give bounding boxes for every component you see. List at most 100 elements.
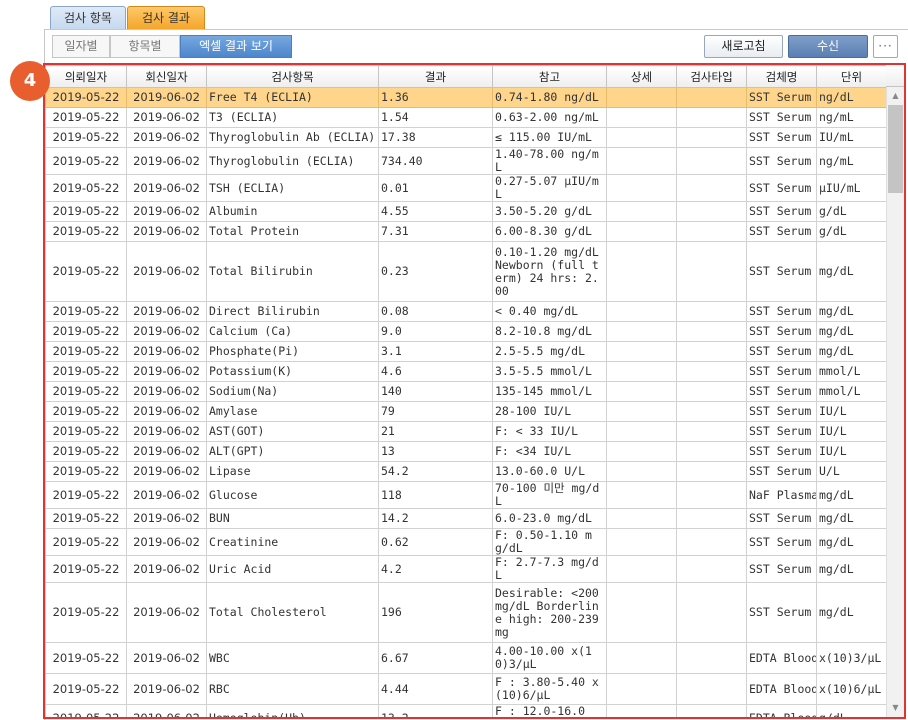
table-row[interactable]: 2019-05-22 2019-06-02 Thyroglobulin (ECLIA… — [45, 147, 886, 175]
cell-detail[interactable] — [606, 528, 677, 556]
cell-req[interactable]: 2019-05-22 — [45, 528, 127, 556]
cell-type[interactable] — [676, 301, 747, 322]
cell-item[interactable]: Direct Bilirubin — [206, 301, 379, 322]
cell-type[interactable] — [676, 704, 747, 717]
cell-ref[interactable]: 0.63-2.00 ng/mL — [492, 107, 607, 128]
cell-specimen[interactable]: SST Serum — [746, 361, 817, 382]
cell-ref[interactable]: 0.74-1.80 ng/dL — [492, 87, 607, 108]
cell-type[interactable] — [676, 221, 747, 242]
cell-item[interactable]: Phosphate(Pi) — [206, 341, 379, 362]
cell-req[interactable]: 2019-05-22 — [45, 241, 127, 302]
cell-req[interactable]: 2019-05-22 — [45, 642, 127, 674]
cell-item[interactable]: Total Cholesterol — [206, 582, 379, 643]
cell-item[interactable]: Thyroglobulin Ab (ECLIA) — [206, 127, 379, 148]
cell-rep[interactable]: 2019-06-02 — [126, 461, 207, 482]
cell-item[interactable]: Hemoglobin(Hb) — [206, 704, 379, 717]
subtab-by-item[interactable]: 항목별 — [110, 35, 180, 58]
cell-req[interactable]: 2019-05-22 — [45, 421, 127, 442]
cell-ref[interactable]: Desirable: <200 mg/dL Borderline high: 2… — [492, 582, 607, 643]
cell-specimen[interactable]: SST Serum — [746, 107, 817, 128]
cell-detail[interactable] — [606, 461, 677, 482]
cell-item[interactable]: Sodium(Na) — [206, 381, 379, 402]
cell-req[interactable]: 2019-05-22 — [45, 704, 127, 717]
cell-detail[interactable] — [606, 704, 677, 717]
cell-rep[interactable]: 2019-06-02 — [126, 147, 207, 175]
column-header[interactable]: 검사항목 — [206, 65, 379, 88]
cell-detail[interactable] — [606, 201, 677, 222]
cell-item[interactable]: ALT(GPT) — [206, 441, 379, 462]
cell-req[interactable]: 2019-05-22 — [45, 147, 127, 175]
cell-specimen[interactable]: NaF Plasma — [746, 481, 817, 509]
cell-type[interactable] — [676, 201, 747, 222]
column-header[interactable]: 결과 — [378, 65, 493, 88]
cell-item[interactable]: Total Protein — [206, 221, 379, 242]
cell-type[interactable] — [676, 441, 747, 462]
cell-detail[interactable] — [606, 401, 677, 422]
table-row[interactable]: 2019-05-22 2019-06-02 Free T4 (ECLIA) 1.36 0… — [45, 87, 886, 108]
cell-type[interactable] — [676, 461, 747, 482]
cell-result[interactable]: 4.44 — [378, 673, 493, 705]
cell-req[interactable]: 2019-05-22 — [45, 508, 127, 529]
cell-specimen[interactable]: SST Serum — [746, 241, 817, 302]
cell-detail[interactable] — [606, 582, 677, 643]
refresh-button[interactable]: 새로고침 — [704, 35, 783, 58]
cell-specimen[interactable]: SST Serum — [746, 201, 817, 222]
cell-rep[interactable]: 2019-06-02 — [126, 555, 207, 583]
cell-req[interactable]: 2019-05-22 — [45, 582, 127, 643]
receive-button[interactable]: 수신 — [788, 35, 868, 58]
cell-unit[interactable]: IU/L — [816, 401, 886, 422]
table-row[interactable]: 2019-05-22 2019-06-02 Total Protein 7.31 6.0… — [45, 221, 886, 242]
table-row[interactable]: 2019-05-22 2019-06-02 ALT(GPT) 13 F: <34 IU/… — [45, 441, 886, 462]
cell-item[interactable]: Lipase — [206, 461, 379, 482]
cell-req[interactable]: 2019-05-22 — [45, 341, 127, 362]
table-row[interactable]: 2019-05-22 2019-06-02 Direct Bilirubin 0.08… — [45, 301, 886, 322]
cell-unit[interactable]: g/dL — [816, 704, 886, 717]
cell-type[interactable] — [676, 174, 747, 202]
cell-ref[interactable]: 4.00-10.00 x(10)3/μL — [492, 642, 607, 674]
cell-detail[interactable] — [606, 127, 677, 148]
cell-ref[interactable]: 1.40-78.00 ng/mL — [492, 147, 607, 175]
cell-result[interactable]: 118 — [378, 481, 493, 509]
cell-unit[interactable]: g/dL — [816, 201, 886, 222]
cell-req[interactable]: 2019-05-22 — [45, 127, 127, 148]
table-row[interactable]: 2019-05-22 2019-06-02 Total Bilirubin 0.23 0… — [45, 241, 886, 302]
table-row[interactable]: 2019-05-22 2019-06-02 AST(GOT) 21 F: < 33 IU… — [45, 421, 886, 442]
cell-unit[interactable]: mmol/L — [816, 361, 886, 382]
table-row[interactable]: 2019-05-22 2019-06-02 Amylase 79 28-100 IU/L… — [45, 401, 886, 422]
cell-ref[interactable]: < 0.40 mg/dL — [492, 301, 607, 322]
cell-rep[interactable]: 2019-06-02 — [126, 174, 207, 202]
table-row[interactable]: 2019-05-22 2019-06-02 Sodium(Na) 140 135-145… — [45, 381, 886, 402]
cell-ref[interactable]: ≤ 115.00 IU/mL — [492, 127, 607, 148]
cell-ref[interactable]: 0.27-5.07 μIU/mL — [492, 174, 607, 202]
cell-item[interactable]: Calcium (Ca) — [206, 321, 379, 342]
table-row[interactable]: 2019-05-22 2019-06-02 T3 (ECLIA) 1.54 0.63-2… — [45, 107, 886, 128]
cell-type[interactable] — [676, 528, 747, 556]
cell-rep[interactable]: 2019-06-02 — [126, 528, 207, 556]
cell-type[interactable] — [676, 642, 747, 674]
cell-result[interactable]: 14.2 — [378, 508, 493, 529]
table-row[interactable]: 2019-05-22 2019-06-02 Calcium (Ca) 9.0 8.2-1… — [45, 321, 886, 342]
cell-ref[interactable]: F: 0.50-1.10 mg/dL — [492, 528, 607, 556]
cell-ref[interactable]: F: 2.7-7.3 mg/dL — [492, 555, 607, 583]
cell-item[interactable]: Uric Acid — [206, 555, 379, 583]
table-row[interactable]: 2019-05-22 2019-06-02 TSH (ECLIA) 0.01 0.27-… — [45, 174, 886, 202]
cell-type[interactable] — [676, 107, 747, 128]
cell-item[interactable]: Amylase — [206, 401, 379, 422]
cell-detail[interactable] — [606, 147, 677, 175]
cell-req[interactable]: 2019-05-22 — [45, 174, 127, 202]
cell-item[interactable]: TSH (ECLIA) — [206, 174, 379, 202]
cell-specimen[interactable]: SST Serum — [746, 528, 817, 556]
cell-specimen[interactable]: EDTA Blood — [746, 642, 817, 674]
cell-rep[interactable]: 2019-06-02 — [126, 642, 207, 674]
cell-result[interactable]: 734.40 — [378, 147, 493, 175]
cell-detail[interactable] — [606, 441, 677, 462]
cell-unit[interactable]: x(10)6/μL — [816, 673, 886, 705]
table-row[interactable]: 2019-05-22 2019-06-02 Uric Acid 4.2 F: 2.7-7… — [45, 555, 886, 583]
cell-rep[interactable]: 2019-06-02 — [126, 221, 207, 242]
cell-type[interactable] — [676, 361, 747, 382]
cell-type[interactable] — [676, 87, 747, 108]
table-row[interactable]: 2019-05-22 2019-06-02 Potassium(K) 4.6 3.5-5… — [45, 361, 886, 382]
cell-unit[interactable]: mg/dL — [816, 555, 886, 583]
cell-item[interactable]: BUN — [206, 508, 379, 529]
cell-unit[interactable]: IU/mL — [816, 127, 886, 148]
